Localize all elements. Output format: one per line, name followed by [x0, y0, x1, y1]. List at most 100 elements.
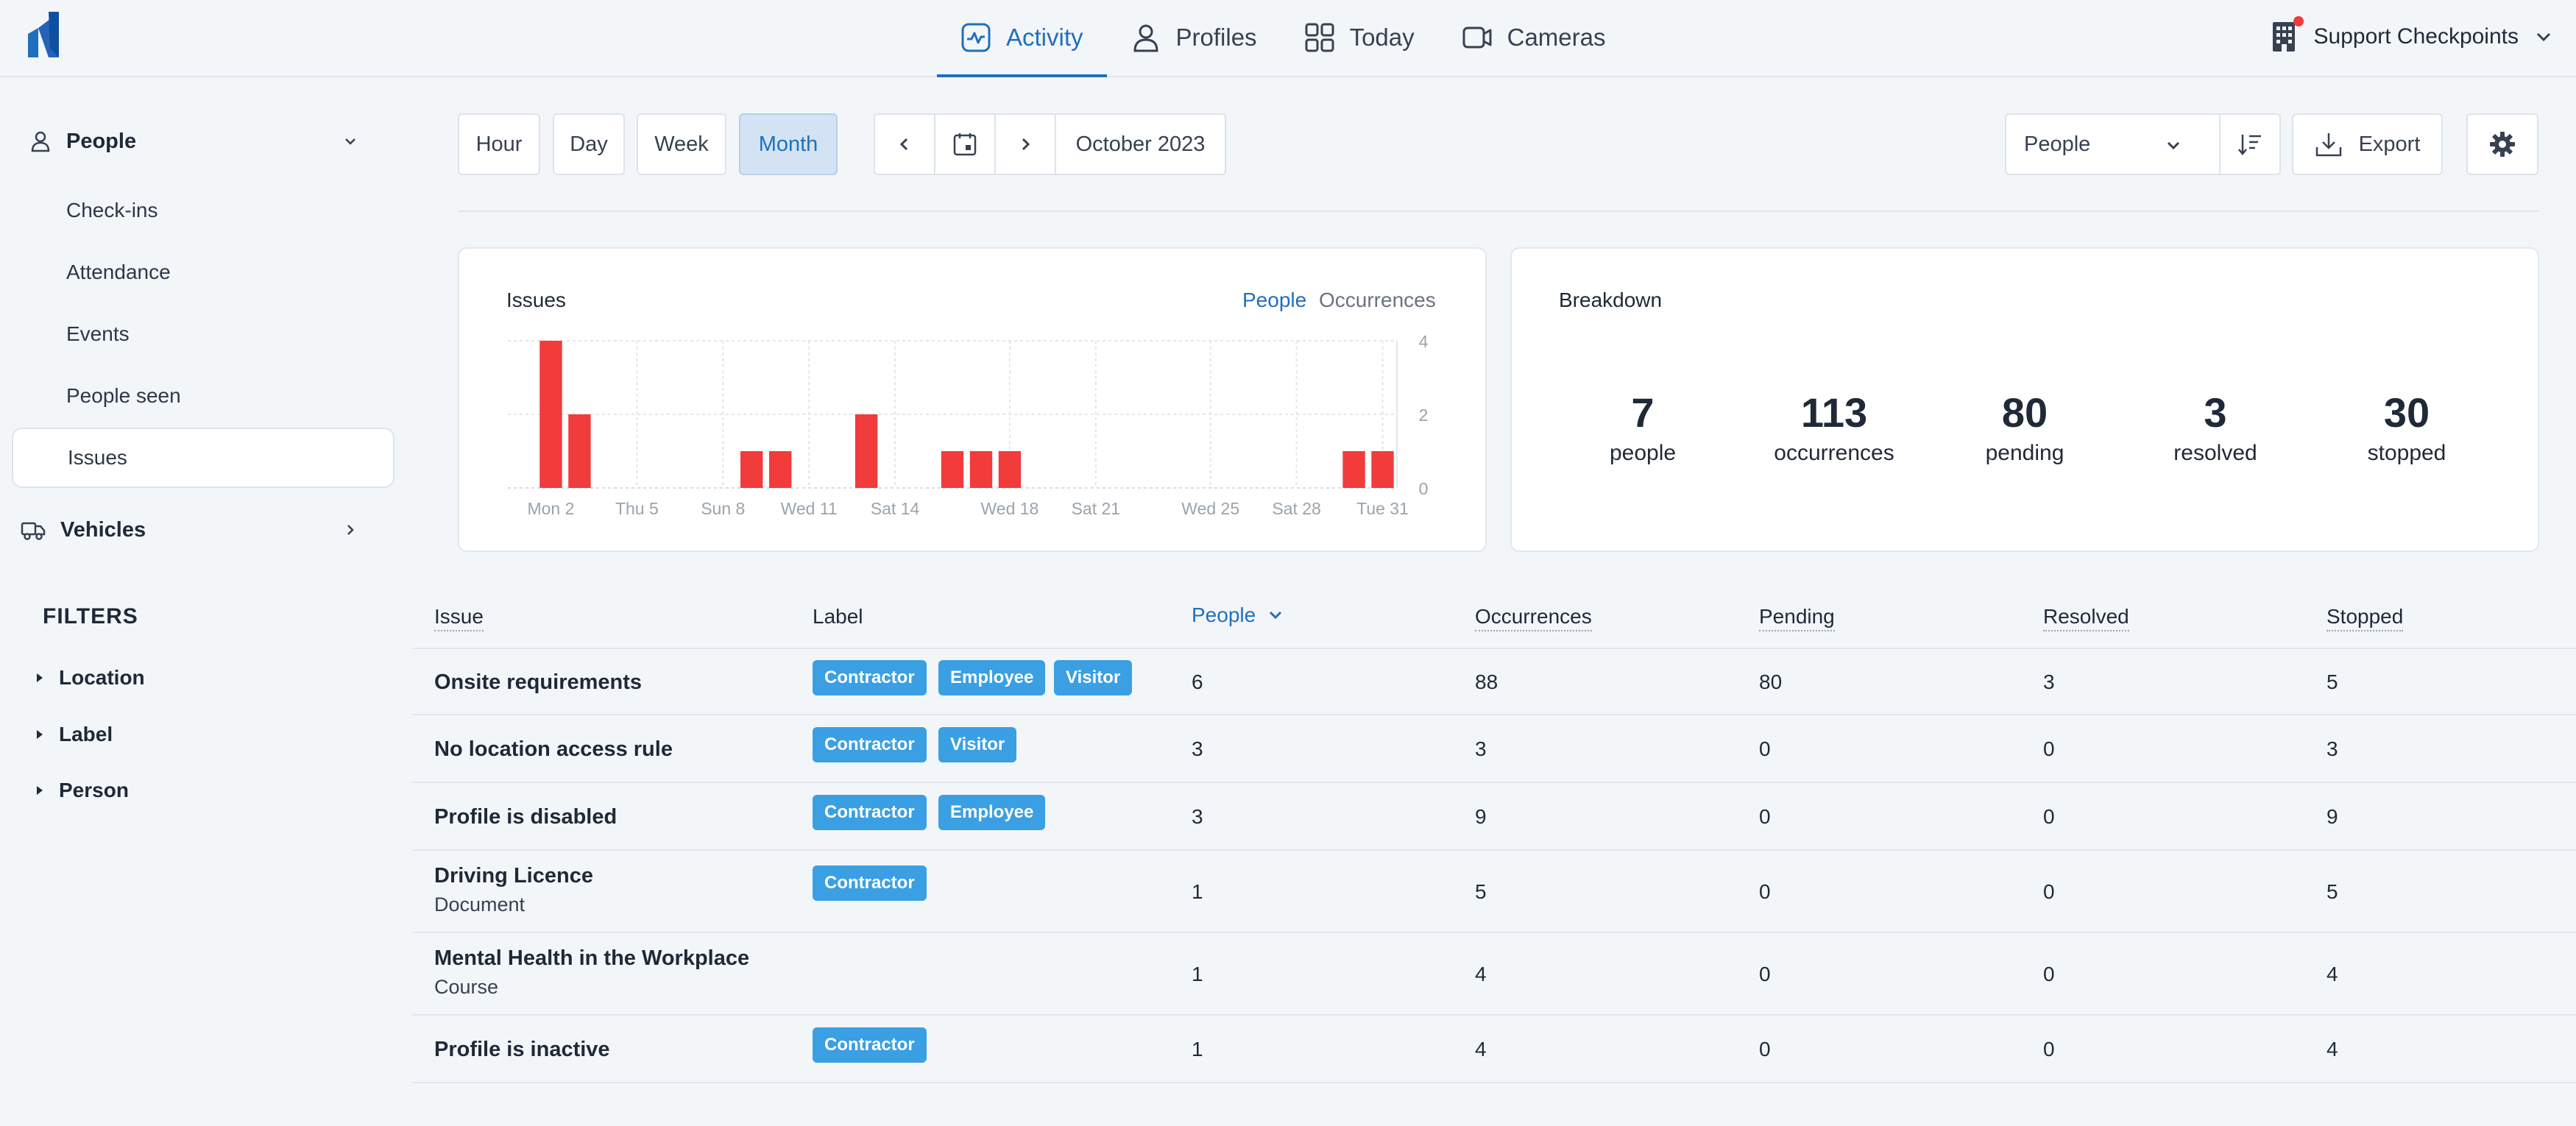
stat-people: 7 people	[1562, 389, 1724, 466]
breakdown-card-title: Breakdown	[1559, 288, 1663, 311]
cell-people: 3	[1192, 805, 1203, 828]
range-hour-button[interactable]: Hour	[458, 113, 540, 175]
sidebar-group-vehicles-label: Vehicles	[60, 517, 146, 542]
chart-bar	[740, 451, 763, 488]
column-header-occurrences[interactable]: Occurrences	[1475, 605, 1592, 631]
cell-resolved: 0	[2043, 805, 2055, 828]
sidebar: People Check-ins Attendance Events Peopl…	[0, 77, 412, 1126]
column-header-pending[interactable]: Pending	[1759, 605, 1835, 631]
column-header-resolved[interactable]: Resolved	[2043, 605, 2129, 631]
org-switcher[interactable]: Support Checkpoints	[2270, 0, 2555, 74]
label-chip[interactable]: Contractor	[813, 660, 927, 695]
prev-period-button[interactable]	[874, 113, 935, 175]
person-icon	[31, 131, 50, 152]
caret-right-icon	[37, 673, 43, 682]
stat-label: pending	[1985, 441, 2064, 465]
calendar-button[interactable]	[934, 113, 996, 175]
stat-value: 80	[2001, 389, 2048, 436]
range-month-button[interactable]: Month	[739, 113, 838, 175]
cell-pending: 0	[1759, 963, 1771, 985]
chart-bar	[998, 451, 1022, 488]
sort-button[interactable]	[2219, 113, 2281, 175]
table-row[interactable]: Onsite requirements Contractor Employee Vis…	[412, 649, 2576, 715]
org-name: Support Checkpoints	[2313, 24, 2519, 49]
download-icon	[2315, 133, 2341, 157]
issue-name: Profile is inactive	[434, 1038, 610, 1061]
stat-value: 7	[1631, 389, 1655, 436]
table-row[interactable]: No location access rule Contractor Visitor…	[412, 715, 2576, 783]
table-row[interactable]: Profile is inactive Contractor 1 4 0 0 4	[412, 1016, 2576, 1083]
period-label: October 2023	[1075, 132, 1206, 156]
sort-icon	[2238, 135, 2261, 155]
tab-profiles-label: Profiles	[1175, 23, 1257, 51]
column-header-issue[interactable]: Issue	[434, 605, 484, 631]
chart-bar	[1371, 451, 1394, 488]
tab-cameras-label: Cameras	[1507, 23, 1606, 51]
sidebar-item-label: Issues	[68, 446, 127, 469]
tab-today[interactable]: Today	[1281, 0, 1438, 77]
label-chip[interactable]: Visitor	[1054, 660, 1133, 695]
sidebar-item-check-ins[interactable]: Check-ins	[12, 180, 394, 241]
group-by-select[interactable]: People	[2005, 113, 2221, 175]
filter-label[interactable]: Label	[37, 723, 113, 746]
chart-bar	[854, 414, 878, 488]
range-week-button[interactable]: Week	[637, 113, 726, 175]
label-chip[interactable]: Employee	[938, 795, 1046, 830]
tab-activity[interactable]: Activity	[937, 0, 1107, 77]
cell-occurrences: 3	[1475, 737, 1487, 760]
x-tick-label: Wed 25	[1181, 499, 1239, 518]
table-header-divider	[412, 648, 2576, 649]
tab-profiles[interactable]: Profiles	[1107, 0, 1281, 77]
x-tick-label: Sat 28	[1272, 499, 1321, 518]
sidebar-group-people[interactable]: People	[29, 119, 368, 163]
chevron-left-icon	[899, 138, 908, 151]
label-chip[interactable]: Visitor	[938, 727, 1017, 762]
caret-right-icon	[37, 786, 43, 795]
sidebar-item-events[interactable]: Events	[12, 304, 394, 364]
cell-pending: 0	[1759, 805, 1771, 828]
y-tick-label: 2	[1419, 406, 1429, 425]
app-logo[interactable]	[28, 12, 59, 57]
filters-title: FILTERS	[43, 604, 138, 628]
settings-button[interactable]	[2466, 113, 2538, 175]
table-row[interactable]: Mental Health in the Workplace Course 1 4 0 0…	[412, 933, 2576, 1016]
cell-people: 3	[1192, 737, 1203, 760]
range-day-button[interactable]: Day	[553, 113, 625, 175]
cell-people: 1	[1192, 880, 1203, 903]
label-chip[interactable]: Contractor	[813, 795, 927, 830]
sidebar-item-people-seen[interactable]: People seen	[12, 366, 394, 426]
sidebar-item-issues[interactable]: Issues	[12, 428, 394, 488]
building-icon	[2270, 16, 2304, 53]
filter-location[interactable]: Location	[37, 666, 145, 690]
stat-value: 3	[2204, 389, 2227, 436]
column-header-stopped[interactable]: Stopped	[2326, 605, 2404, 631]
toggle-occurrences[interactable]: Occurrences	[1319, 288, 1436, 311]
cell-stopped: 3	[2326, 737, 2338, 760]
chart-bar	[941, 451, 964, 488]
table-row[interactable]: Profile is disabled Contractor Employee 3 9 0…	[412, 783, 2576, 851]
chevron-down-icon	[1270, 611, 1282, 620]
stat-label: occurrences	[1774, 441, 1894, 465]
tab-cameras[interactable]: Cameras	[1438, 0, 1630, 77]
label-chip[interactable]: Employee	[938, 660, 1046, 695]
y-tick-label: 4	[1419, 332, 1429, 351]
sidebar-item-label: Events	[66, 322, 130, 345]
period-label-button[interactable]: October 2023	[1055, 113, 1226, 175]
grid-icon	[1305, 23, 1334, 52]
toggle-people[interactable]: People	[1242, 288, 1307, 311]
sidebar-group-vehicles[interactable]: Vehicles	[21, 508, 368, 552]
column-header-people[interactable]: People	[1192, 603, 1285, 628]
cell-pending: 80	[1759, 670, 1783, 693]
filter-person[interactable]: Person	[37, 779, 129, 802]
stat-label: resolved	[2173, 441, 2257, 465]
export-button[interactable]: Export	[2292, 113, 2443, 175]
label-chip[interactable]: Contractor	[813, 1027, 927, 1063]
sidebar-item-attendance[interactable]: Attendance	[12, 242, 394, 302]
cell-resolved: 0	[2043, 963, 2055, 985]
cell-resolved: 0	[2043, 880, 2055, 903]
next-period-button[interactable]	[994, 113, 1056, 175]
label-chip[interactable]: Contractor	[813, 727, 927, 762]
cell-stopped: 5	[2326, 670, 2338, 693]
table-row[interactable]: Driving Licence Document Contractor 1 5 0 0 5	[412, 851, 2576, 933]
label-chip[interactable]: Contractor	[813, 865, 927, 901]
